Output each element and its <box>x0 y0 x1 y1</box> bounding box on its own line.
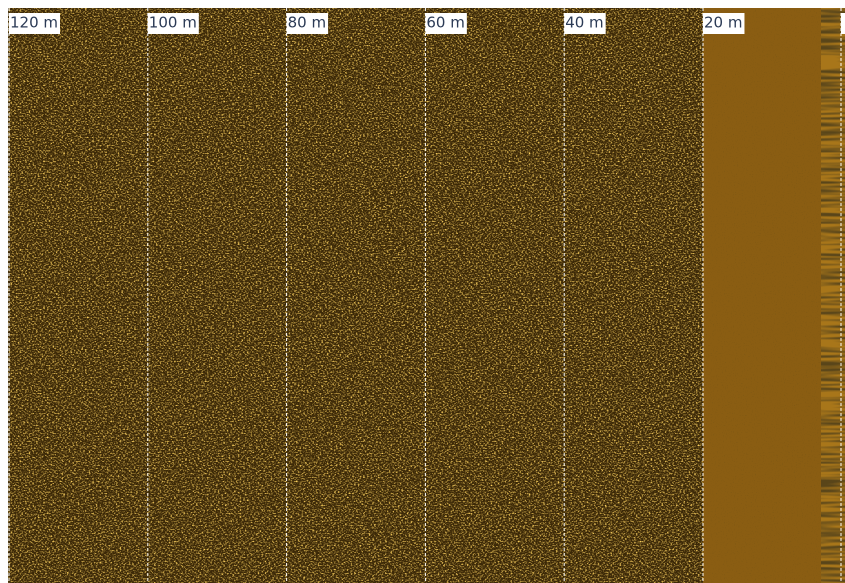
range-label: 60 m <box>426 14 464 32</box>
range-label-bg <box>841 13 845 34</box>
sonar-returns <box>8 8 703 583</box>
water-column-noise <box>703 8 821 583</box>
range-label: 100 m <box>149 14 197 32</box>
sonar-view: 120 m 100 m 80 m 60 m 40 m 20 m <box>0 0 845 583</box>
range-label: 40 m <box>565 14 603 32</box>
range-label: 20 m <box>704 14 742 32</box>
range-label: 80 m <box>288 14 326 32</box>
range-label: 120 m <box>10 14 58 32</box>
